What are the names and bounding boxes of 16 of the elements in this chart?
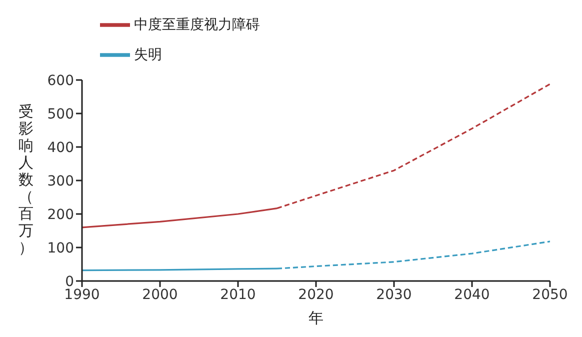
x-tick-label: 2040: [454, 286, 490, 303]
text: 受影响人数（百万）: [18, 102, 34, 257]
x-tick-label: 2000: [142, 286, 178, 303]
y-tick-label: 100: [47, 240, 74, 256]
x-axis-title: 年: [308, 309, 324, 327]
legend-label: 失明: [134, 47, 162, 64]
x-tick-label: 2050: [532, 286, 568, 303]
y-tick-label: 600: [47, 72, 74, 89]
y-tick-label: 400: [47, 140, 74, 156]
x-tick-label: 2010: [220, 286, 256, 303]
y-tick-label: 500: [47, 106, 74, 122]
legend-label: 中度至重度视力障碍: [134, 17, 260, 34]
x-tick-label: 2020: [298, 286, 334, 303]
y-tick-label: 300: [47, 173, 74, 190]
y-tick-label: 200: [47, 206, 74, 223]
x-tick-label: 2030: [376, 286, 412, 303]
